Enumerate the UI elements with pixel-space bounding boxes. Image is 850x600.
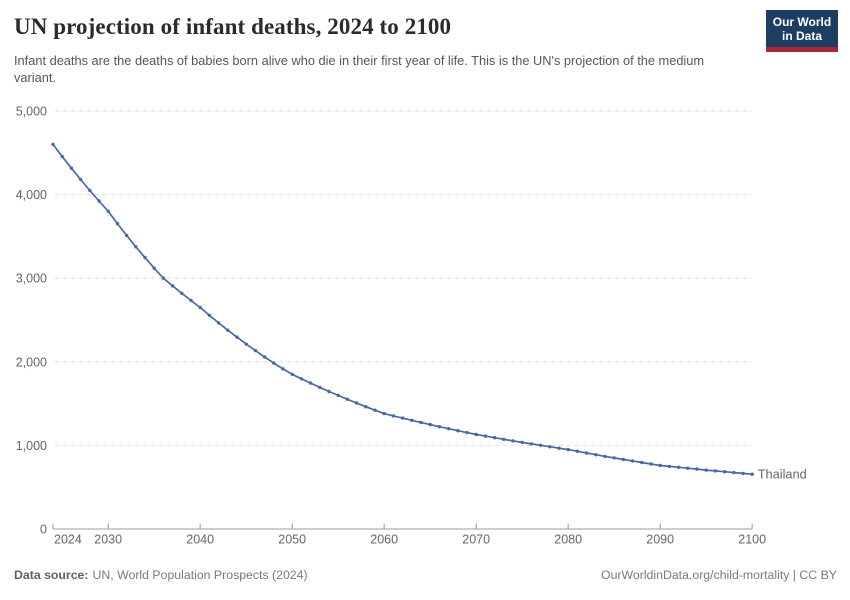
- x-tick-label: 2100: [738, 533, 766, 547]
- y-tick-label: 5,000: [16, 105, 47, 119]
- x-tick-label: 2050: [278, 533, 306, 547]
- y-axis-tick-labels: 0 1,000 2,000 3,000 4,000 5,000: [16, 105, 47, 537]
- data-line[interactable]: [52, 143, 753, 476]
- x-tick-label: 2040: [186, 533, 214, 547]
- gridlines: [55, 110, 753, 446]
- y-tick-label: 0: [40, 523, 47, 537]
- owid-logo-line2: in Data: [781, 29, 822, 43]
- credit-link[interactable]: OurWorldinData.org/child-mortality | CC …: [601, 568, 837, 582]
- chart-footer: Data source: UN, World Population Prospec…: [14, 568, 837, 582]
- x-axis: 2024 2030 2040 2050 2060 2070 2080 2090 2100: [52, 523, 766, 547]
- x-tick-label: 2030: [94, 533, 122, 547]
- x-tick-label: 2070: [462, 533, 490, 547]
- y-tick-label: 4,000: [16, 188, 47, 202]
- data-source-value: UN, World Population Prospects (2024): [92, 568, 308, 582]
- data-points[interactable]: [51, 142, 754, 476]
- data-source: Data source: UN, World Population Prospec…: [14, 568, 308, 582]
- data-source-label: Data source:: [14, 568, 89, 582]
- x-tick-label: 2060: [370, 533, 398, 547]
- owid-logo[interactable]: Our World in Data: [766, 10, 838, 52]
- x-tick-label: 2024: [54, 533, 82, 547]
- y-tick-label: 3,000: [16, 272, 47, 286]
- y-tick-label: 1,000: [16, 439, 47, 453]
- chart-subtitle: Infant deaths are the deaths of babies b…: [14, 53, 705, 85]
- chart-title: UN projection of infant deaths, 2024 to …: [14, 14, 452, 39]
- x-tick-label: 2080: [554, 533, 582, 547]
- x-tick-label: 2090: [646, 533, 674, 547]
- series-label-thailand[interactable]: Thailand: [758, 466, 807, 481]
- owid-logo-line1: Our World: [772, 15, 832, 29]
- y-tick-label: 2,000: [16, 355, 47, 369]
